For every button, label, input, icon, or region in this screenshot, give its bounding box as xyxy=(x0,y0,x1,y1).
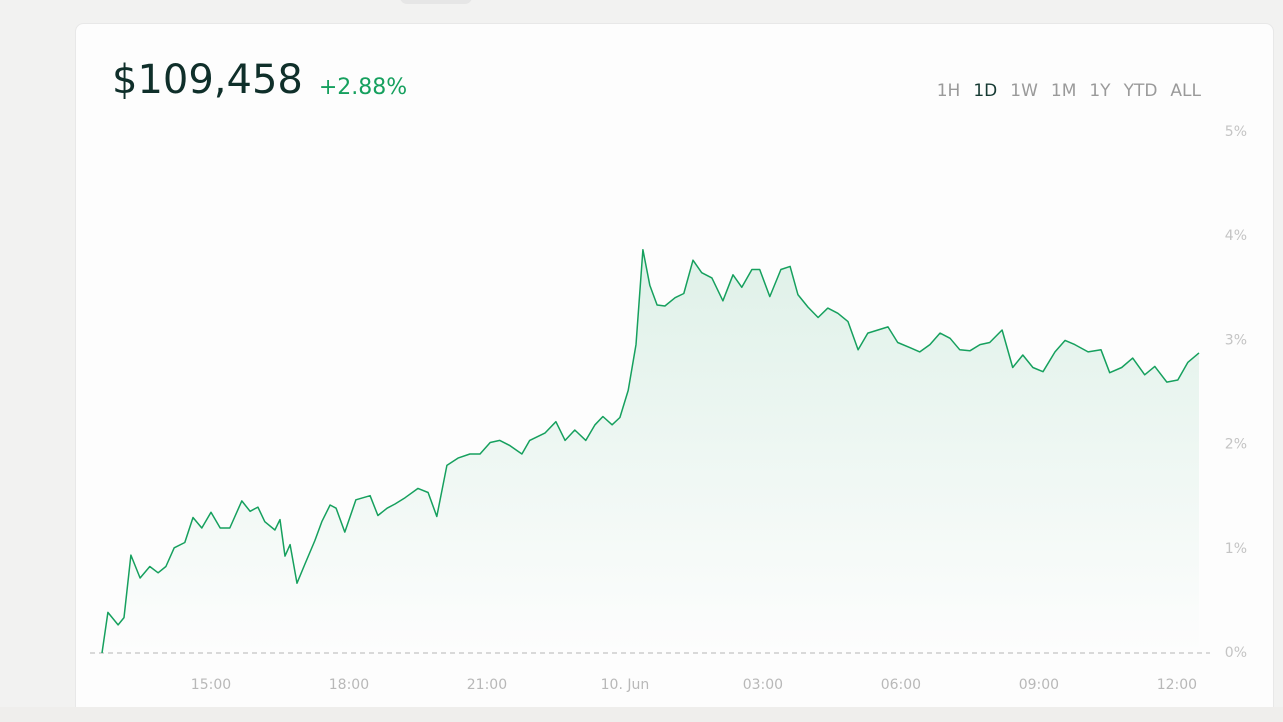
x-tick-label: 18:00 xyxy=(329,677,369,693)
x-tick-label: 06:00 xyxy=(881,677,921,693)
range-button[interactable]: 1M xyxy=(1051,81,1076,101)
x-tick-label: 21:00 xyxy=(467,677,507,693)
x-tick-label: 12:00 xyxy=(1157,677,1197,693)
x-tick-label: 09:00 xyxy=(1019,677,1059,693)
area xyxy=(102,249,1199,653)
y-tick-label: 2% xyxy=(1225,437,1247,453)
range-button[interactable]: 1H xyxy=(937,81,961,101)
bottom-bar xyxy=(0,707,1283,722)
line xyxy=(101,248,1200,654)
x-tick-label: 03:00 xyxy=(743,677,783,693)
range-button[interactable]: ALL xyxy=(1170,81,1201,101)
range-button[interactable]: 1W xyxy=(1010,81,1038,101)
price: $109,458 xyxy=(112,57,303,103)
x-tick-label: 10. Jun xyxy=(601,677,650,693)
y-tick-label: 3% xyxy=(1225,332,1247,348)
top-tab xyxy=(400,0,472,4)
x-tick-label: 15:00 xyxy=(191,677,231,693)
price-change: +2.88% xyxy=(319,75,407,100)
y-tick-label: 0% xyxy=(1225,645,1247,661)
y-tick-label: 1% xyxy=(1225,541,1247,557)
y-tick-label: 5% xyxy=(1225,124,1247,140)
range-button[interactable]: 1Y xyxy=(1089,81,1111,101)
y-tick-label: 4% xyxy=(1225,228,1247,244)
range-button[interactable]: YTD xyxy=(1123,81,1158,101)
range-button[interactable]: 1D xyxy=(973,81,997,101)
plot: 0% 1% 2% 3% 4% 5% 15:00 18:00 21:00 10. Jun 03:00 0… xyxy=(90,124,1247,693)
